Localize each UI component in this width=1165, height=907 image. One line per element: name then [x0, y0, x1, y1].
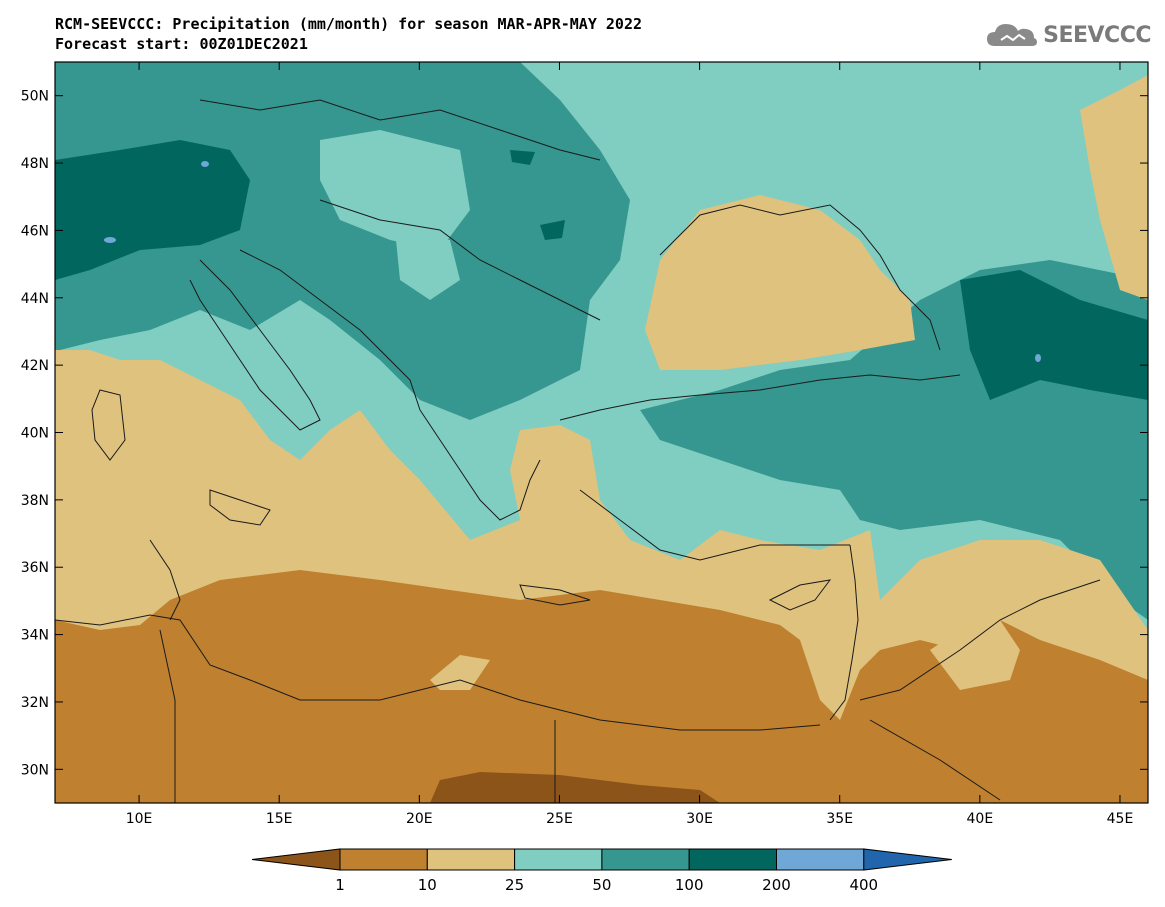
y-axis-ticks: 30N 32N 34N 36N 38N 40N 42N 44N 46N 48N 50N [21, 89, 1148, 778]
colorbar-segment [776, 848, 865, 871]
field-200-400-speck-2 [201, 161, 209, 167]
y-tick-label: 36N [21, 560, 49, 576]
y-tick-label: 46N [21, 223, 49, 239]
y-tick-label: 32N [21, 695, 49, 711]
cloud-icon [987, 24, 1038, 46]
coastline-italy [189, 259, 321, 431]
border-middle-east [859, 579, 1101, 701]
y-tick-label: 44N [21, 291, 49, 307]
coastline-crete [519, 584, 591, 606]
field-25-50-pannonia [320, 130, 470, 250]
border-saudi [869, 719, 1001, 801]
coastline-turkey [559, 374, 961, 421]
coastline-sardinia [91, 389, 126, 461]
x-tick-label: 15E [266, 811, 293, 827]
field-10-25-syria-patch [930, 620, 1020, 690]
seevccc-logo: SEEVCCC [985, 20, 1151, 50]
coastline-turkey-south [579, 489, 850, 561]
colorbar-label: 10 [418, 876, 437, 894]
border-libya-algeria [159, 629, 176, 803]
field-100-200-alps [55, 140, 250, 280]
colorbar: 1 10 25 50 100 200 400 [251, 848, 952, 894]
y-tick-label: 38N [21, 493, 49, 509]
coastline-sicily [209, 489, 271, 526]
field-25-50-balkan-inner [395, 230, 460, 300]
colorbar-segment [514, 848, 603, 871]
y-tick-label: 48N [21, 156, 49, 172]
y-tick-label: 50N [21, 89, 49, 105]
y-tick-label: 42N [21, 358, 49, 374]
colorbar-label: 200 [762, 876, 791, 894]
field-10-25-libya-patch [430, 655, 490, 690]
x-tick-label: 35E [826, 811, 853, 827]
field-100-200-small-2 [540, 220, 565, 240]
coastline-levant [829, 544, 859, 721]
x-tick-label: 25E [546, 811, 573, 827]
colorbar-segment [339, 848, 428, 871]
title-line-2: Forecast start: 00Z01DEC2021 [55, 35, 308, 53]
field-10-25-black-sea [645, 195, 915, 370]
field-200-400-speck-3 [1035, 354, 1041, 362]
field-200-400-speck-1 [104, 237, 116, 243]
map-title: RCM-SEEVCCC: Precipitation (mm/month) fo… [55, 14, 642, 54]
title-line-1: RCM-SEEVCCC: Precipitation (mm/month) fo… [55, 15, 642, 33]
logo-text: SEEVCCC [1043, 22, 1151, 48]
field-lt1-sahara [430, 772, 720, 803]
y-tick-label: 34N [21, 628, 49, 644]
colorbar-segment [688, 848, 778, 871]
x-axis-ticks: 10E 15E 20E 25E 30E 35E 40E 45E [126, 62, 1134, 827]
colorbar-label: 50 [592, 876, 611, 894]
y-tick-label: 30N [21, 762, 49, 778]
precipitation-field [55, 62, 1148, 803]
field-100-200-small-1 [510, 150, 535, 165]
y-tick-label: 40N [21, 426, 49, 442]
x-tick-label: 20E [406, 811, 433, 827]
colorbar-label: 25 [505, 876, 524, 894]
border-balkans [319, 199, 601, 321]
coastline-cyprus [768, 579, 832, 611]
field-10-25-caspian-edge [1080, 75, 1148, 300]
coastline-black-sea [659, 204, 941, 351]
x-tick-label: 45E [1107, 811, 1134, 827]
coastline-north-africa [55, 614, 821, 731]
colorbar-label: 100 [675, 876, 704, 894]
x-tick-label: 30E [686, 811, 713, 827]
border-central-europe [199, 99, 601, 161]
colorbar-segment [601, 848, 690, 871]
coastline-tunisia [149, 539, 181, 621]
colorbar-segment [426, 848, 516, 871]
x-tick-label: 40E [967, 811, 994, 827]
coastline-greece [419, 409, 541, 521]
x-tick-label: 10E [126, 811, 153, 827]
colorbar-label: 400 [849, 876, 878, 894]
colorbar-label: 1 [335, 876, 345, 894]
coastlines-borders [55, 99, 1101, 803]
field-100-200-caucasus [960, 270, 1148, 400]
colorbar-triangle-low [251, 848, 341, 871]
colorbar-triangle-high [863, 848, 952, 871]
field-1-10-north-africa [55, 570, 1148, 803]
coastline-adriatic [239, 249, 421, 411]
